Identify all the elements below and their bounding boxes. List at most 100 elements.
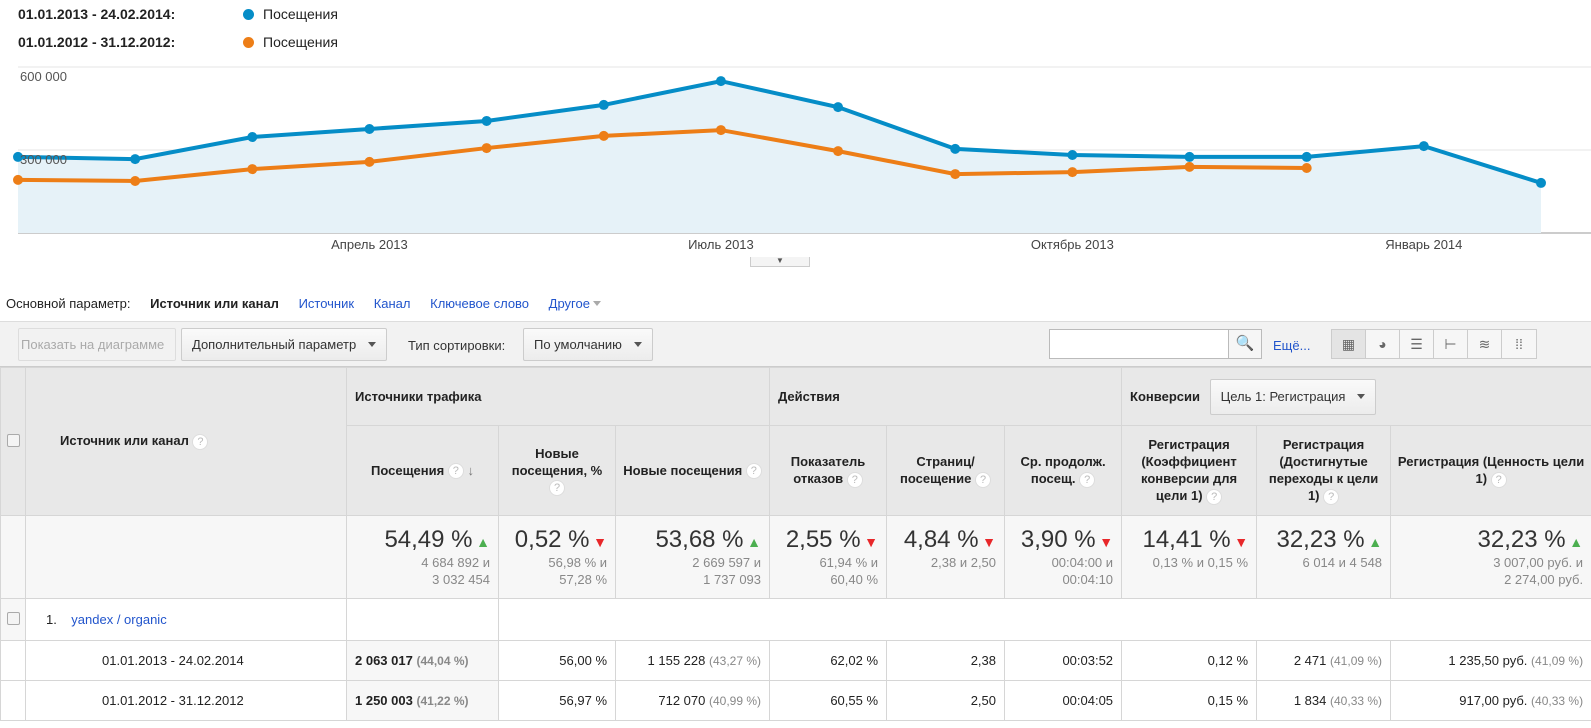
sort-type-dropdown[interactable]: По умолчанию: [523, 328, 653, 361]
column-header[interactable]: Показатель отказов ?: [769, 425, 888, 516]
data-point[interactable]: [481, 143, 492, 154]
data-point[interactable]: [364, 123, 375, 134]
view-switcher: ▦ ◕ ☰ ⊢ ≋ ⁞⁞: [1331, 329, 1537, 359]
arrow-down-icon: ▼: [593, 534, 607, 550]
data-point[interactable]: [1536, 177, 1546, 188]
column-header[interactable]: Страниц/ посещение ?: [886, 425, 1006, 516]
column-header[interactable]: Посещения ? ↓: [346, 425, 499, 516]
chevron-down-icon: [1357, 393, 1366, 399]
collapse-chart-button[interactable]: ▼: [750, 257, 810, 267]
row-checkbox[interactable]: [6, 611, 20, 625]
visits-line-chart[interactable]: 600 000 300 000 Апрель 2013 Июль 2013 Октябр…: [0, 60, 1591, 260]
summary-cell: 3,90 % ▼ 00:04:00 и 00:04:10: [1004, 515, 1123, 599]
data-point[interactable]: [715, 125, 726, 136]
pie-view-icon[interactable]: ◕: [1366, 330, 1400, 358]
arrow-up-icon: ▲: [1368, 534, 1383, 550]
data-point[interactable]: [13, 151, 23, 162]
data-point[interactable]: [833, 146, 844, 157]
comparison-view-icon[interactable]: ⊢: [1434, 330, 1468, 358]
column-header[interactable]: Регистрация (Коэффициент конверсии для ц…: [1121, 425, 1258, 516]
search-input[interactable]: [1049, 329, 1229, 359]
group-actions: Действия: [769, 367, 1123, 426]
metric-cell: 2,50: [886, 680, 1006, 721]
search-button[interactable]: 🔍: [1228, 329, 1262, 359]
data-point[interactable]: [1184, 151, 1195, 162]
column-header[interactable]: Регистрация (Ценность цели 1) ?: [1390, 425, 1591, 516]
report-table: Источник или канал ? Источники трафика Д…: [0, 367, 1591, 721]
y-tick-label: 600 000: [20, 69, 67, 84]
help-icon[interactable]: ?: [1323, 488, 1340, 505]
table-view-icon[interactable]: ▦: [1332, 330, 1366, 358]
table-row: 1. yandex / organic: [0, 598, 1591, 641]
legend-dot-icon: [243, 9, 254, 20]
data-point[interactable]: [1184, 161, 1195, 172]
arrow-up-icon: ▲: [1569, 534, 1584, 550]
column-header[interactable]: Ср. продолж. посещ. ?: [1004, 425, 1123, 516]
data-point[interactable]: [950, 143, 961, 154]
data-point[interactable]: [1418, 141, 1429, 152]
chevron-down-icon: [633, 342, 642, 347]
help-icon[interactable]: ?: [1490, 471, 1507, 488]
data-point[interactable]: [598, 130, 609, 141]
help-icon[interactable]: ?: [549, 480, 565, 497]
secondary-dimension-dropdown[interactable]: Дополнительный параметр: [181, 328, 388, 361]
chevron-down-icon: [368, 342, 377, 347]
help-icon[interactable]: ?: [1079, 471, 1096, 488]
data-point[interactable]: [1067, 167, 1078, 178]
data-point[interactable]: [247, 164, 258, 175]
data-point[interactable]: [481, 115, 492, 126]
dimension-header[interactable]: Источник или канал ?: [25, 367, 347, 516]
help-icon[interactable]: ?: [1206, 488, 1223, 505]
data-point[interactable]: [833, 102, 844, 113]
help-icon[interactable]: ?: [975, 471, 991, 488]
metric-cell: 00:04:05: [1004, 680, 1123, 721]
help-icon[interactable]: ?: [447, 463, 464, 480]
legend-current[interactable]: 01.01.2013 - 24.02.2014: Посещения: [18, 6, 338, 22]
arrow-up-icon: ▲: [747, 534, 762, 550]
data-point[interactable]: [1301, 162, 1312, 173]
metric-cell: 1 250 003 (41,22 %): [346, 680, 499, 721]
data-point[interactable]: [950, 169, 961, 180]
sort-arrow-icon: ↓: [467, 462, 474, 478]
data-point[interactable]: [598, 99, 609, 110]
select-all-checkbox[interactable]: [6, 433, 20, 447]
column-header[interactable]: Новые посещения ?: [614, 425, 771, 516]
data-point[interactable]: [1067, 149, 1078, 160]
series-line: [17, 128, 1307, 183]
pivot-view-icon[interactable]: ⁞⁞: [1502, 330, 1536, 358]
dimension-link-channel[interactable]: Канал: [373, 296, 411, 311]
source-link[interactable]: yandex / organic: [71, 612, 167, 627]
column-header[interactable]: Регистрация (Достигнутые переходы к цели…: [1256, 425, 1392, 516]
legend-previous[interactable]: 01.01.2012 - 31.12.2012: Посещения: [18, 34, 338, 50]
x-tick-label: Июль 2013: [688, 237, 754, 252]
data-point[interactable]: [715, 76, 726, 87]
data-point[interactable]: [130, 175, 141, 186]
summary-cell: 0,52 % ▼ 56,98 % и 57,28 %: [498, 515, 616, 599]
data-point[interactable]: [364, 156, 375, 167]
plot-rows-button[interactable]: Показать на диаграмме: [18, 328, 176, 361]
column-header[interactable]: Новые посещения, % ?: [498, 425, 616, 516]
legend-dot-icon: [243, 37, 254, 48]
table-row-period: 01.01.2013 - 24.02.2014 2 063 017 (44,04 …: [0, 640, 1591, 681]
data-point[interactable]: [247, 131, 258, 142]
arrow-down-icon: ▼: [864, 534, 879, 550]
help-icon[interactable]: ?: [192, 433, 209, 450]
dimension-link-source[interactable]: Источник: [298, 296, 355, 311]
data-point[interactable]: [13, 174, 23, 185]
goal-dropdown[interactable]: Цель 1: Регистрация: [1209, 378, 1377, 415]
dimension-link-other[interactable]: Другое: [549, 296, 617, 311]
bar-view-icon[interactable]: ☰: [1400, 330, 1434, 358]
advanced-filter-link[interactable]: Ещё...: [1273, 338, 1311, 353]
data-point[interactable]: [1301, 151, 1312, 162]
help-icon[interactable]: ?: [846, 471, 863, 488]
y-tick-label: 300 000: [20, 152, 67, 167]
dimension-link-keyword[interactable]: Ключевое слово: [430, 296, 530, 311]
help-icon[interactable]: ?: [745, 463, 762, 480]
term-cloud-view-icon[interactable]: ≋: [1468, 330, 1502, 358]
arrow-down-icon: ▼: [982, 534, 997, 550]
metric-cell: 2,38: [886, 640, 1006, 681]
data-point[interactable]: [130, 154, 141, 165]
